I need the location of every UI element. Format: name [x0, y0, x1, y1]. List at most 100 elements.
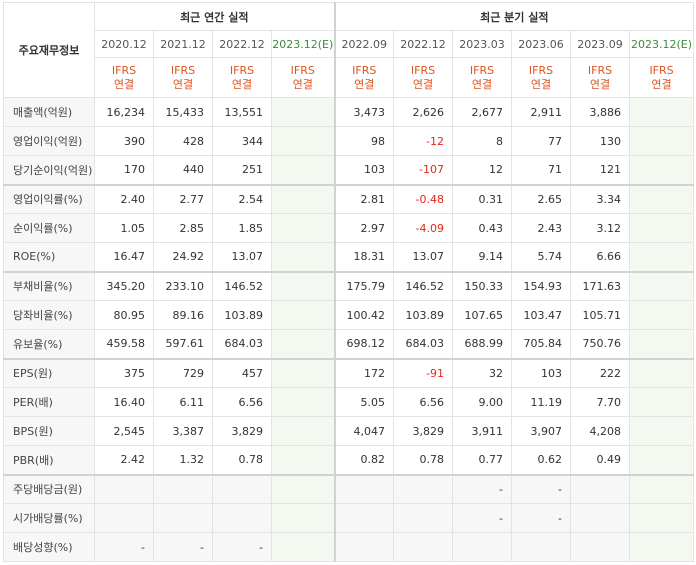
value-cell: 0.77	[452, 445, 513, 475]
ifrs-consolidated-label[interactable]: IFRS 연결	[333, 57, 395, 98]
value-cell	[270, 300, 336, 330]
value-cell: 597.61	[153, 329, 213, 359]
ifrs-label: IFRS	[649, 63, 674, 77]
value-cell: 89.16	[153, 300, 213, 330]
table-row: 당기순이익(억원) 170 440 251 103 -107 12 71 121	[3, 155, 695, 185]
value-cell	[570, 473, 631, 504]
value-cell: 457	[212, 357, 272, 388]
value-cell: 3,473	[333, 97, 395, 127]
value-cell: 13.07	[393, 242, 454, 272]
value-cell: 0.82	[333, 445, 395, 475]
quarter-period-header: 2023.09	[570, 30, 631, 58]
value-cell: 146.52	[212, 270, 272, 301]
table-row: 시가배당률(%) - -	[3, 503, 695, 533]
value-cell: 3,829	[393, 416, 454, 446]
value-cell: 390	[94, 126, 154, 156]
row-label: 영업이익(억원)	[3, 126, 95, 156]
value-cell: 3,886	[570, 97, 631, 127]
ifrs-consolidated-label[interactable]: IFRS 연결	[629, 57, 695, 98]
value-cell: 5.74	[511, 242, 572, 272]
ifrs-consolidated-label[interactable]: IFRS 연결	[570, 57, 631, 98]
value-cell: 6.56	[393, 387, 454, 417]
ifrs-consolidated-label[interactable]: IFRS 연결	[270, 57, 336, 98]
value-cell: 4,208	[570, 416, 631, 446]
value-cell	[270, 503, 336, 533]
value-cell	[570, 503, 631, 533]
value-cell: 1.85	[212, 213, 272, 243]
table-row: 배당성향(%) - - -	[3, 532, 695, 562]
ifrs-consolidated-label[interactable]: IFRS 연결	[452, 57, 513, 98]
value-cell: 3,829	[212, 416, 272, 446]
value-cell: -0.48	[393, 183, 454, 214]
value-cell: 2,626	[393, 97, 454, 127]
ifrs-label: IFRS	[111, 63, 137, 77]
value-cell: 6.11	[153, 387, 213, 417]
ifrs-label: IFRS	[170, 63, 196, 77]
value-cell	[270, 532, 336, 562]
value-cell: 171.63	[570, 270, 631, 301]
ifrs-consolidated-label[interactable]: IFRS 연결	[94, 57, 154, 98]
value-cell: 146.52	[393, 270, 454, 301]
value-cell	[270, 270, 336, 301]
value-cell: 15,433	[153, 97, 213, 127]
ifrs-consolidated-label[interactable]: IFRS 연결	[153, 57, 213, 98]
ifrs-label: IFRS	[528, 63, 554, 77]
value-cell: 16.47	[94, 242, 154, 272]
ifrs-label: IFRS	[469, 63, 495, 77]
ifrs-consolidated-label[interactable]: IFRS 연결	[511, 57, 572, 98]
value-cell	[629, 270, 695, 301]
value-cell: 251	[212, 155, 272, 185]
value-cell	[629, 300, 695, 330]
table-row: EPS(원) 375 729 457 172 -91 32 103 222	[3, 357, 695, 388]
value-cell: -4.09	[393, 213, 454, 243]
value-cell: 2.81	[333, 183, 395, 214]
consolidated-label: 연결	[471, 77, 493, 91]
value-cell	[270, 97, 336, 127]
annual-period-header: 2022.12	[212, 30, 272, 58]
value-cell	[629, 155, 695, 185]
value-cell: 130	[570, 126, 631, 156]
table-row: 유보율(%) 459.58 597.61 684.03 698.12 684.03 688.…	[3, 329, 695, 359]
row-label: 순이익률(%)	[3, 213, 95, 243]
value-cell	[629, 532, 695, 562]
row-label: 매출액(억원)	[3, 97, 95, 127]
value-cell: 2,677	[452, 97, 513, 127]
value-cell: 233.10	[153, 270, 213, 301]
value-cell: 18.31	[333, 242, 395, 272]
value-cell	[629, 126, 695, 156]
value-cell: 3.12	[570, 213, 631, 243]
value-cell: 3,911	[452, 416, 513, 446]
ifrs-consolidated-label[interactable]: IFRS 연결	[212, 57, 272, 98]
value-cell	[270, 126, 336, 156]
table-row: ROE(%) 16.47 24.92 13.07 18.31 13.07 9.14 5.74 6…	[3, 242, 695, 272]
value-cell	[333, 532, 395, 562]
value-cell: 684.03	[212, 329, 272, 359]
consolidated-label: 연결	[113, 77, 135, 91]
value-cell: 9.00	[452, 387, 513, 417]
value-cell: 0.62	[511, 445, 572, 475]
group-header-row: 주요재무정보 최근 연간 실적 최근 분기 실적	[3, 2, 695, 98]
value-cell	[333, 503, 395, 533]
value-cell: 103.89	[212, 300, 272, 330]
ifrs-consolidated-label[interactable]: IFRS 연결	[393, 57, 454, 98]
value-cell: 0.31	[452, 183, 513, 214]
value-cell: 3.34	[570, 183, 631, 214]
ifrs-label: IFRS	[352, 63, 377, 77]
value-cell: 2.43	[511, 213, 572, 243]
value-cell	[570, 532, 631, 562]
value-cell	[629, 97, 695, 127]
row-label: 부채비율(%)	[3, 270, 95, 301]
value-cell: 121	[570, 155, 631, 185]
value-cell	[153, 503, 213, 533]
value-cell: 172	[333, 357, 395, 388]
row-label: 영업이익률(%)	[3, 183, 95, 214]
value-cell: 16,234	[94, 97, 154, 127]
value-cell	[270, 242, 336, 272]
period-header-row: 2020.12 2021.12 2022.12 2023.12(E) 2022.09 20…	[4, 30, 695, 58]
value-cell: 750.76	[570, 329, 631, 359]
value-cell: 222	[570, 357, 631, 388]
value-cell: -	[511, 503, 572, 533]
financial-summary-table: 주요재무정보 최근 연간 실적 최근 분기 실적 2020.12 2021.12 2…	[3, 2, 695, 562]
value-cell: 4,047	[333, 416, 395, 446]
value-cell: 2.40	[94, 183, 154, 214]
